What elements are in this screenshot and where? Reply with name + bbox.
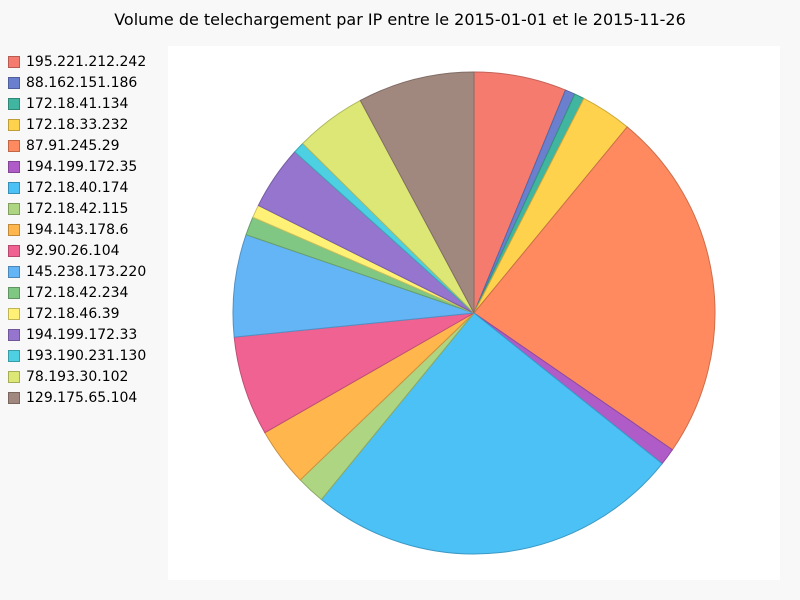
legend-swatch: [8, 223, 20, 236]
legend-item[interactable]: 193.190.231.130: [8, 345, 146, 366]
legend-label: 129.175.65.104: [26, 389, 138, 406]
legend-item[interactable]: 172.18.40.174: [8, 177, 146, 198]
legend-swatch: [8, 97, 20, 110]
legend-item[interactable]: 88.162.151.186: [8, 72, 146, 93]
legend-swatch: [8, 202, 20, 215]
legend-swatch: [8, 328, 20, 341]
legend-label: 78.193.30.102: [26, 368, 129, 385]
legend-item[interactable]: 129.175.65.104: [8, 387, 146, 408]
legend-item[interactable]: 194.199.172.35: [8, 156, 146, 177]
legend-item[interactable]: 78.193.30.102: [8, 366, 146, 387]
legend-swatch: [8, 55, 20, 68]
legend-label: 172.18.46.39: [26, 305, 120, 322]
chart-title: Volume de telechargement par IP entre le…: [114, 10, 686, 29]
legend-label: 172.18.33.232: [26, 116, 129, 133]
legend-item[interactable]: 92.90.26.104: [8, 240, 146, 261]
legend-swatch: [8, 349, 20, 362]
legend-swatch: [8, 391, 20, 404]
legend-label: 172.18.42.115: [26, 200, 129, 217]
legend-item[interactable]: 172.18.42.115: [8, 198, 146, 219]
pie-slice[interactable]: [320, 312, 663, 555]
legend-swatch: [8, 139, 20, 152]
legend-label: 194.199.172.35: [26, 158, 138, 175]
legend-item[interactable]: 194.143.178.6: [8, 219, 146, 240]
legend-label: 194.199.172.33: [26, 326, 138, 343]
legend-swatch: [8, 265, 20, 278]
legend-item[interactable]: 195.221.212.242: [8, 51, 146, 72]
legend-swatch: [8, 286, 20, 299]
legend: 195.221.212.242 88.162.151.186 172.18.41.1…: [8, 51, 146, 408]
legend-item[interactable]: 194.199.172.33: [8, 324, 146, 345]
legend-label: 92.90.26.104: [26, 242, 120, 259]
pie-slice[interactable]: [359, 71, 475, 314]
legend-item[interactable]: 172.18.33.232: [8, 114, 146, 135]
pie-slice[interactable]: [232, 234, 475, 338]
legend-label: 87.91.245.29: [26, 137, 120, 154]
legend-label: 172.18.40.174: [26, 179, 129, 196]
legend-label: 88.162.151.186: [26, 74, 138, 91]
legend-label: 193.190.231.130: [26, 347, 147, 364]
legend-label: 145.238.173.220: [26, 263, 147, 280]
legend-swatch: [8, 181, 20, 194]
pie-slice[interactable]: [473, 126, 716, 451]
legend-swatch: [8, 307, 20, 320]
legend-swatch: [8, 160, 20, 173]
legend-item[interactable]: 172.18.42.234: [8, 282, 146, 303]
legend-item[interactable]: 87.91.245.29: [8, 135, 146, 156]
legend-label: 195.221.212.242: [26, 53, 147, 70]
legend-label: 172.18.41.134: [26, 95, 129, 112]
legend-label: 172.18.42.234: [26, 284, 129, 301]
legend-swatch: [8, 118, 20, 131]
legend-swatch: [8, 244, 20, 257]
legend-label: 194.143.178.6: [26, 221, 129, 238]
legend-item[interactable]: 172.18.46.39: [8, 303, 146, 324]
legend-item[interactable]: 145.238.173.220: [8, 261, 146, 282]
legend-swatch: [8, 370, 20, 383]
legend-swatch: [8, 76, 20, 89]
legend-item[interactable]: 172.18.41.134: [8, 93, 146, 114]
